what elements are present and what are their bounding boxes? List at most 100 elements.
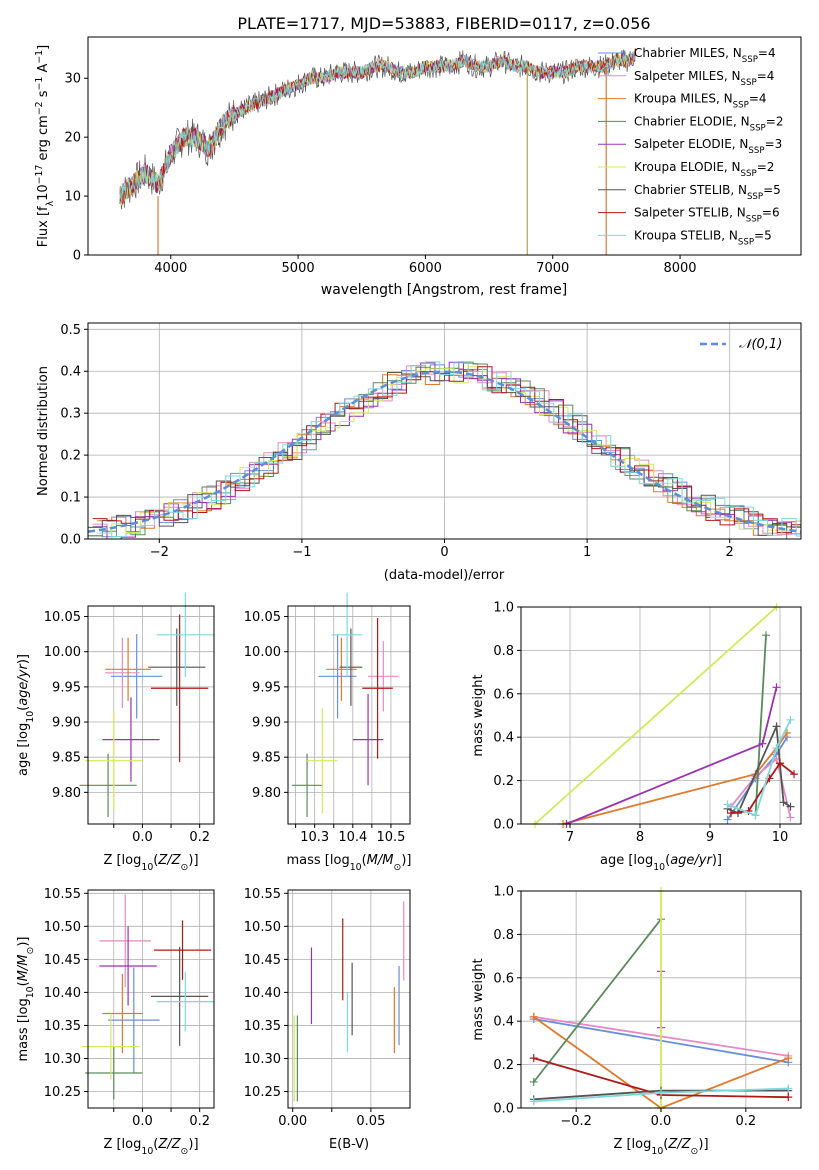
legend-label: Kroupa MILES, NSSP=4 (634, 92, 767, 111)
legend-label: Kroupa STELIB, NSSP=5 (634, 228, 772, 247)
weight-marker (772, 722, 781, 731)
weight-marker (772, 683, 781, 692)
y-tick-label: 9.85 (252, 751, 281, 766)
x-tick-label: 10.5 (376, 830, 405, 845)
y-tick-label: 0.3 (60, 407, 81, 422)
y-tick-label: 0.1 (60, 491, 81, 506)
x-tick-label: −2 (150, 545, 169, 560)
weight-marker (727, 809, 735, 818)
weight-marker (762, 631, 770, 640)
y-tick-label: 10.55 (244, 887, 281, 902)
weight-marker (657, 1088, 665, 1097)
x-tick-label: 0.2 (189, 1114, 210, 1129)
y-tick-label: 0.0 (60, 533, 81, 548)
y-tick-label: 10.25 (44, 1085, 81, 1100)
x-tick-label: 0.2 (736, 1114, 757, 1129)
y-axis-label: mass weight (471, 674, 486, 756)
x-tick-label: 0.0 (132, 830, 153, 845)
legend-label: 𝒩(0,1) (739, 337, 782, 352)
weight-marker (786, 715, 795, 724)
x-tick-label: 0.0 (132, 1114, 153, 1129)
x-axis-label: wavelength [Angstrom, rest frame] (321, 282, 567, 298)
y-tick-label: 0.2 (493, 1058, 514, 1073)
weight-marker (786, 813, 795, 822)
axes-spectrum: 4000 5000 6000 7000 8000 0 10 20 30 (64, 36, 802, 276)
y-tick-label: 9.95 (52, 680, 81, 695)
y-tick-label: 10.45 (44, 953, 81, 968)
plot-area (291, 592, 399, 817)
weight-marker (779, 798, 788, 807)
axes-frame (87, 36, 802, 256)
weight-marker (758, 739, 767, 748)
y-tick-label: 10.40 (244, 986, 281, 1001)
y-tick-label: 9.85 (52, 751, 81, 766)
legend-label: Salpeter MILES, NSSP=4 (634, 69, 774, 88)
figure-title: PLATE=1717, MJD=53883, FIBERID=0117, z=0… (237, 14, 650, 33)
y-tick-label: 9.80 (52, 786, 81, 801)
weight-line (566, 687, 778, 825)
plot-area (293, 901, 405, 1102)
y-tick-label: 0.2 (60, 449, 81, 464)
y-tick-label: 1.0 (493, 601, 514, 616)
x-tick-label: 0 (440, 545, 448, 560)
plot-area (79, 592, 214, 817)
y-tick-label: 0.0 (493, 818, 514, 833)
axes-frame (287, 605, 411, 825)
x-tick-label: 0.2 (189, 830, 210, 845)
weight-marker (529, 1097, 538, 1106)
x-tick-label: 8 (636, 830, 644, 845)
x-tick-label: −1 (292, 545, 311, 560)
y-tick-label: 9.90 (252, 716, 281, 731)
weight-line (532, 918, 662, 1083)
y-axis-label: Flux [fλ10−17 erg cm−2 s−1 A−1] (34, 45, 56, 247)
axes-frame (520, 606, 802, 825)
y-tick-label: 0.0 (493, 1102, 514, 1117)
y-tick-label: 0.6 (493, 971, 514, 986)
y-tick-label: 10.50 (244, 920, 281, 935)
x-tick-label: 8000 (663, 261, 696, 276)
weight-line (534, 606, 778, 825)
x-tick-label: −0.2 (560, 1114, 592, 1129)
weight-marker (786, 802, 795, 811)
y-tick-label: 10.30 (244, 1052, 281, 1067)
weight-marker (529, 1054, 538, 1063)
x-tick-label: 10.4 (338, 830, 367, 845)
x-tick-label: 10.3 (300, 830, 329, 845)
weight-line (754, 635, 767, 816)
y-tick-label: 10.05 (244, 610, 281, 625)
y-axis-label: age [log10(age/yr)] (16, 654, 36, 776)
legend-label: Chabrier ELODIE, NSSP=2 (634, 114, 783, 133)
x-tick-label: 9 (706, 830, 714, 845)
y-tick-label: 0.8 (493, 644, 514, 659)
y-tick-label: 10.05 (44, 610, 81, 625)
y-tick-label: 10.50 (44, 920, 81, 935)
x-tick-label: 6000 (409, 261, 442, 276)
weight-marker (776, 759, 784, 768)
y-tick-label: 0.4 (60, 365, 81, 380)
axes-weight_vs_age: 7 8 9 10 0.0 0.2 0.4 0.6 0.8 1.0 (493, 601, 802, 845)
legend-label: Chabrier STELIB, NSSP=5 (634, 183, 781, 202)
axes-mass_vs_EBV: 0.00 0.05 10.25 10.30 10.35 10.40 10.45 10.50 10… (244, 887, 411, 1129)
y-tick-label: 0.5 (60, 323, 81, 338)
legend-label: Salpeter STELIB, NSSP=6 (634, 206, 780, 225)
histogram-steps (97, 361, 801, 537)
axes-mass_vs_Z: 0.0 0.2 10.25 10.30 10.35 10.40 10.45 10.50 10.5… (44, 887, 215, 1129)
y-tick-label: 10.00 (244, 645, 281, 660)
y-axis-label: mass weight (471, 958, 486, 1040)
y-tick-label: 0.2 (493, 774, 514, 789)
y-tick-label: 0 (73, 249, 81, 264)
legend: Chabrier MILES, NSSP=4 Salpeter MILES, NS… (598, 46, 783, 247)
y-tick-label: 10.40 (44, 986, 81, 1001)
y-tick-label: 0.4 (493, 731, 514, 746)
histogram-steps (88, 364, 801, 538)
normal-curve (87, 370, 802, 533)
y-tick-label: 0.6 (493, 687, 514, 702)
weight-marker (772, 744, 781, 753)
y-tick-label: 10.35 (244, 1019, 281, 1034)
weight-line (730, 757, 792, 818)
legend-label: Salpeter ELODIE, NSSP=3 (634, 137, 782, 156)
weight-marker (723, 800, 732, 809)
axes-frame (287, 889, 411, 1109)
